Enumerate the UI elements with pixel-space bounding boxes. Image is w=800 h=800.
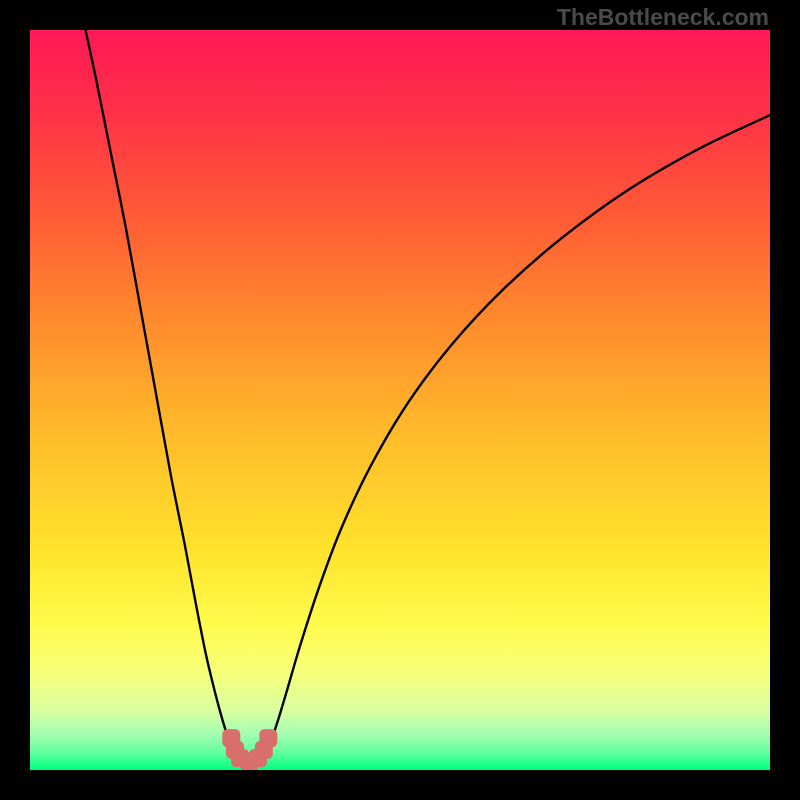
curve-left-branch (86, 30, 234, 750)
chart-stage: TheBottleneck.com (0, 0, 800, 800)
valley-marker-group (222, 729, 277, 770)
plot-area (30, 30, 770, 770)
curve-right-branch (267, 115, 770, 750)
curve-layer (30, 30, 770, 770)
valley-marker (259, 729, 277, 747)
watermark-text: TheBottleneck.com (557, 4, 769, 31)
